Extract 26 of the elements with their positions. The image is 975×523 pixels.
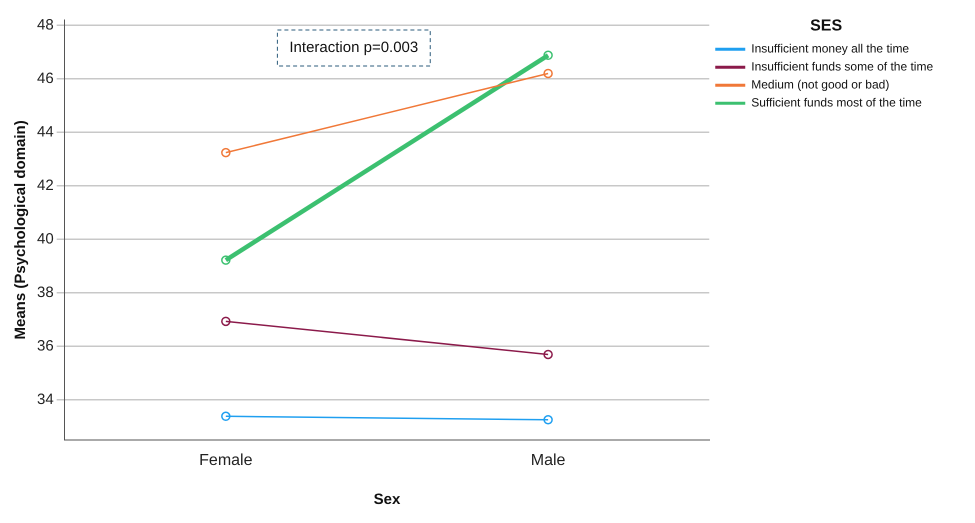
x-tick-label: Female [199,452,253,469]
y-tick-label: 44 [36,123,54,140]
y-tick-label: 38 [36,284,54,301]
x-axis-title: Sex [374,491,401,508]
y-tick-label: 42 [36,176,54,194]
y-tick-label: 36 [36,337,54,354]
legend-title: SES [810,17,842,34]
legend-label: Insufficient funds some of the time [751,60,934,74]
point [221,148,231,158]
point [543,414,553,424]
point [221,255,231,265]
x-tick-label: Male [530,452,566,469]
y-tick-label: 46 [36,70,54,87]
point [221,316,231,326]
y-axis-title: Means (Psychological domain) [12,120,30,340]
point [543,50,553,60]
point [543,350,553,360]
y-tick-label: 48 [36,16,54,34]
legend-label: Insufficient money all the time [751,42,910,56]
point [543,68,553,78]
y-tick-label: 40 [36,230,54,248]
y-tick-label: 34 [36,390,54,408]
legend-label: Medium (not good or bad) [751,78,890,92]
point [221,412,231,422]
annotation: Interaction p=0.003 [289,39,418,56]
legend-label: Sufficient funds most of the time [751,96,922,110]
